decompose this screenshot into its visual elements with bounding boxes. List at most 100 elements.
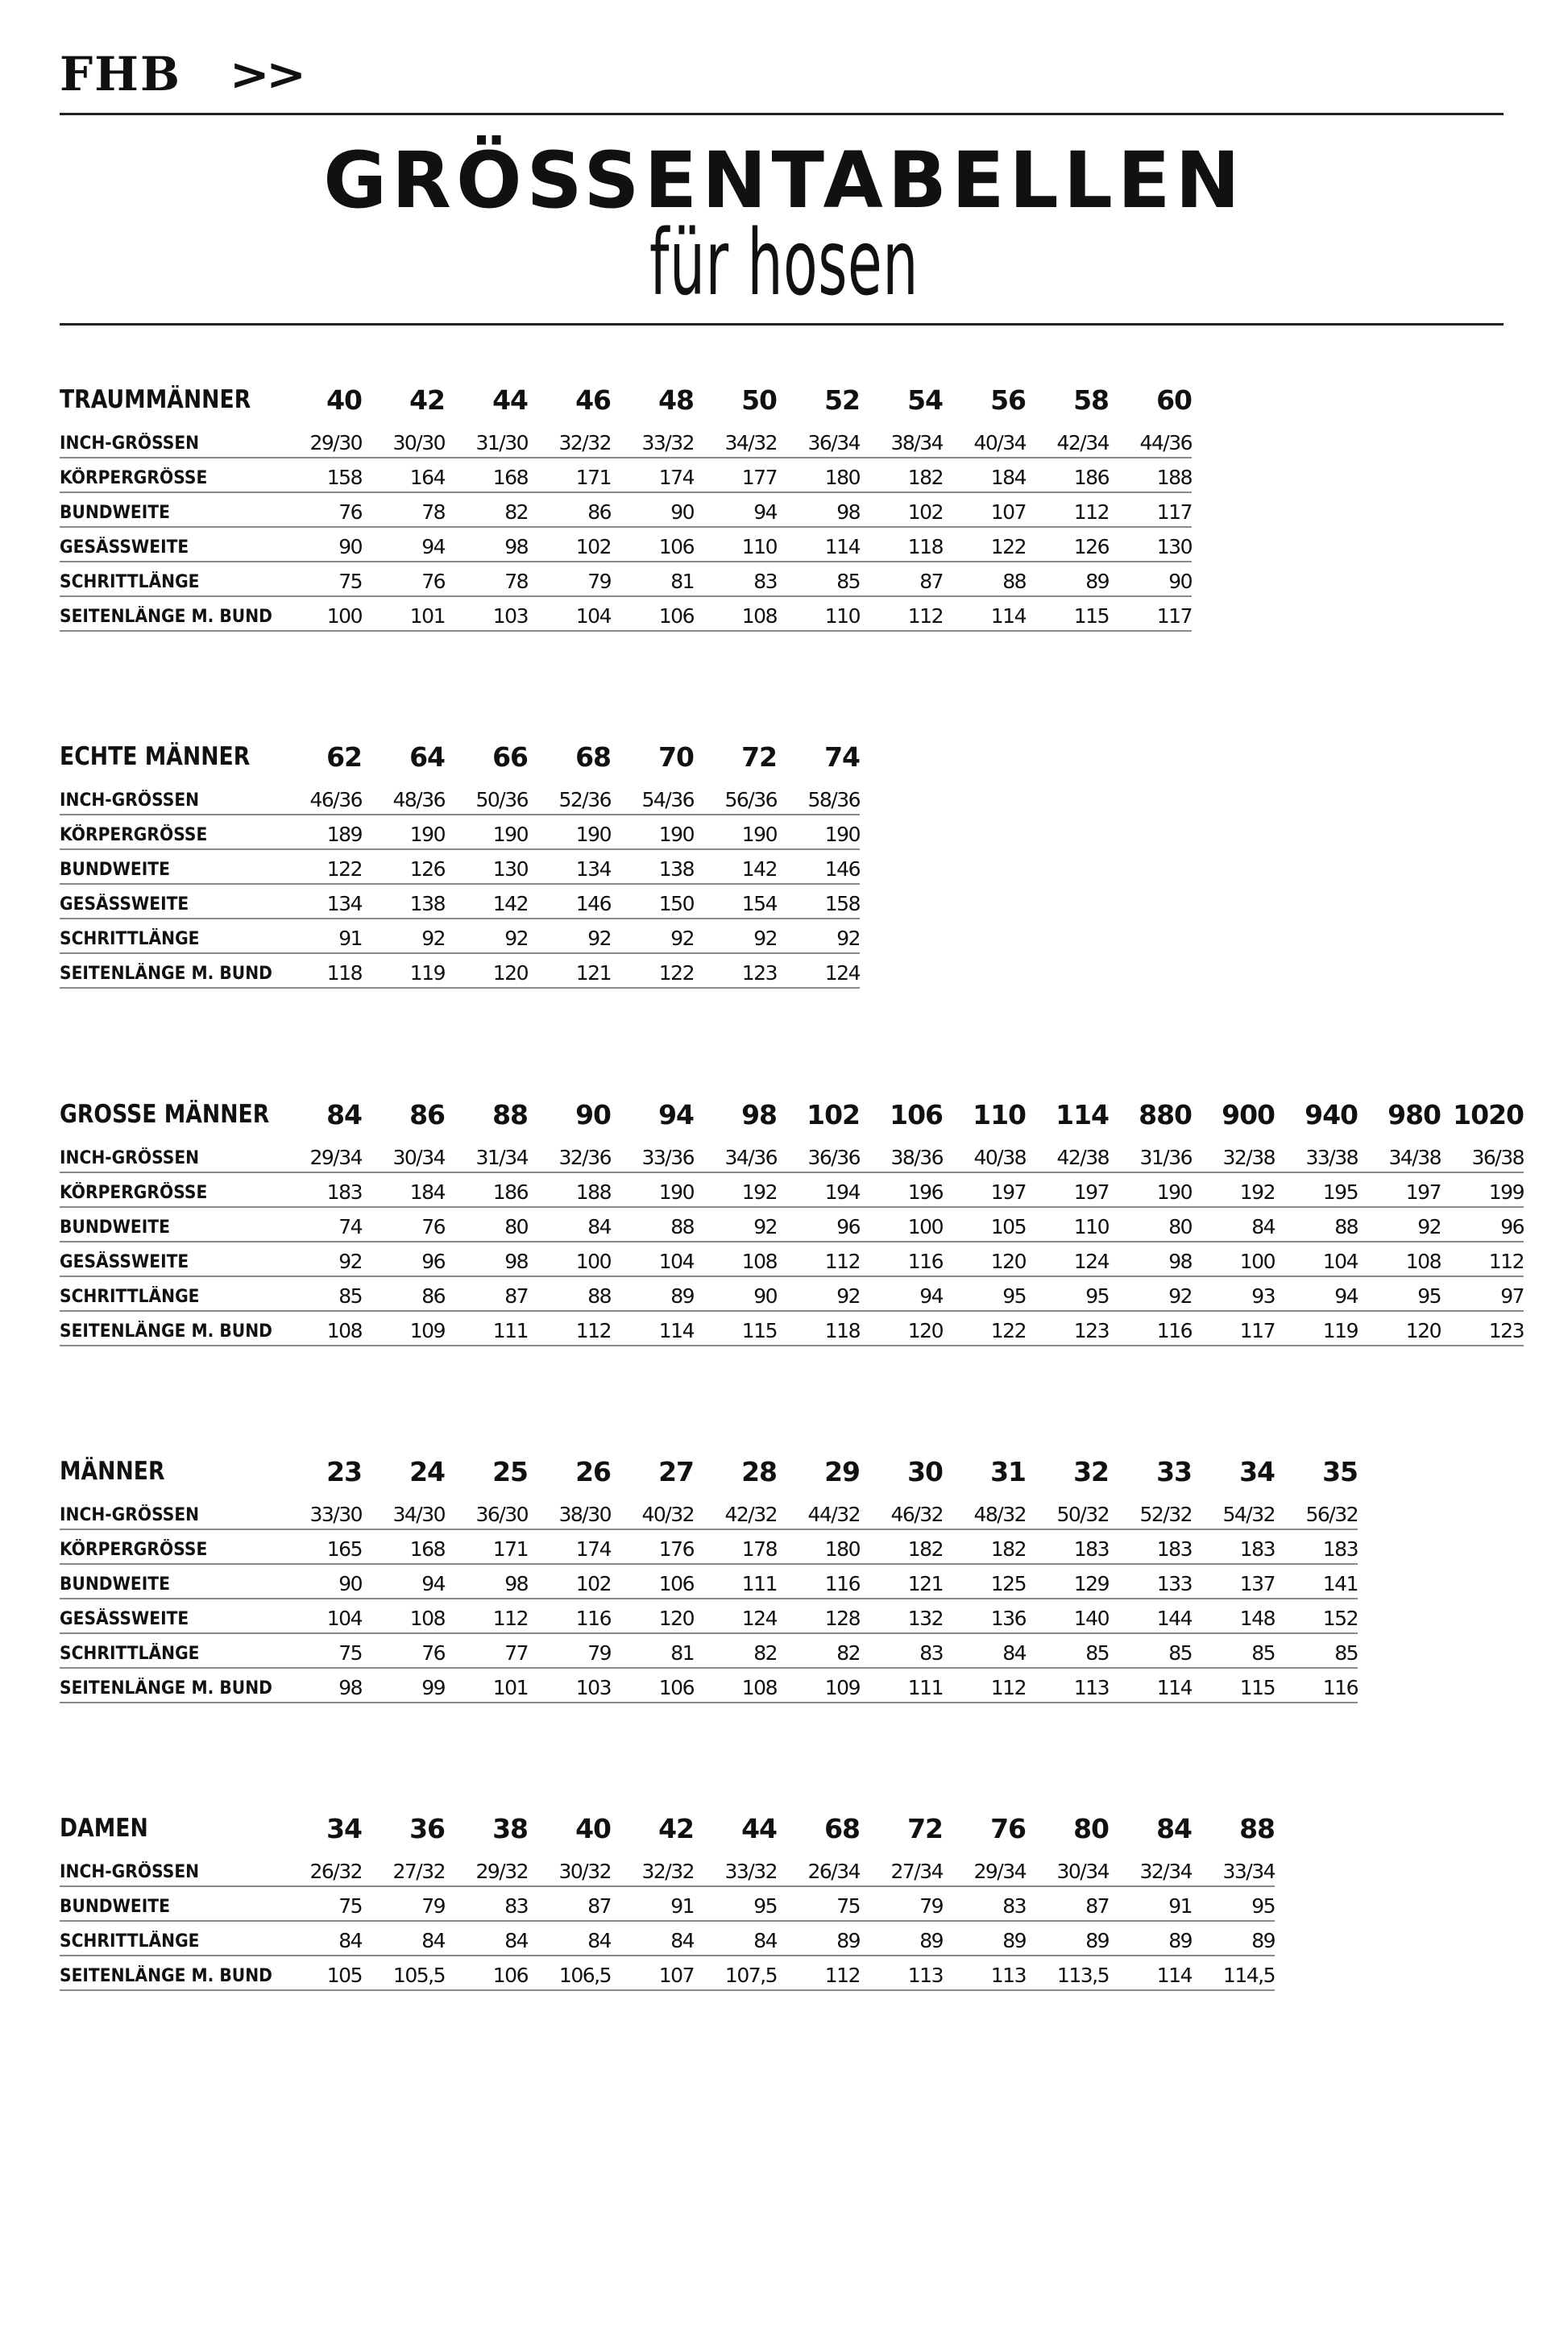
- table-cell: 82: [753, 1641, 778, 1665]
- table-cell: 87: [587, 1894, 612, 1918]
- table-row: SEITENLÄNGE M. BUND 98 99 101 103 106 108 109 11…: [60, 1669, 1359, 1703]
- table-cell: 110: [1073, 1215, 1110, 1238]
- brand-logo: FHB >>: [60, 47, 306, 102]
- size-header: 94: [658, 1098, 695, 1130]
- table-cell: 74: [338, 1215, 363, 1238]
- table-cell: 32/34: [1139, 1860, 1193, 1883]
- row-label: SCHRITTLÄNGE: [60, 572, 200, 592]
- table-cell: 183: [1239, 1537, 1276, 1561]
- table-cell: 36/30: [475, 1503, 529, 1526]
- table-cell: 124: [741, 1607, 778, 1630]
- table-cell: 183: [1156, 1537, 1193, 1561]
- table-cell: 123: [741, 961, 778, 985]
- table-row: INCH-GRÖSSEN 33/30 34/30 36/30 38/30 40/32 42/…: [60, 1495, 1359, 1530]
- table-cell: 91: [1168, 1894, 1193, 1918]
- table-cell: 79: [919, 1894, 944, 1918]
- table-cell: 92: [753, 1215, 778, 1238]
- table-cell: 87: [919, 570, 944, 593]
- table-cell: 84: [587, 1929, 612, 1952]
- table-row: BUNDWEITE 75 79 83 87 91 95 75 79 83 87 91 95: [60, 1887, 1276, 1922]
- table-cell: 75: [338, 570, 363, 593]
- table-cell: 108: [741, 604, 778, 628]
- size-header: 88: [1239, 1812, 1276, 1844]
- size-header: 50: [741, 384, 778, 416]
- size-header: 52: [824, 384, 861, 416]
- table-row: KÖRPERGRÖSSE 183 184 186 188 190 192 194 196 197 1…: [60, 1173, 1525, 1208]
- row-label: SEITENLÄNGE M. BUND: [60, 1678, 272, 1699]
- table-cell: 33/38: [1305, 1146, 1359, 1169]
- table-cell: 26/34: [807, 1860, 861, 1883]
- table-cell: 78: [504, 570, 529, 593]
- table-cell: 89: [836, 1929, 861, 1952]
- table-cell: 183: [1322, 1537, 1359, 1561]
- table-cell: 186: [492, 1180, 529, 1204]
- table-cell: 46/36: [309, 788, 363, 811]
- table-cell: 120: [492, 961, 529, 985]
- table-row: SEITENLÄNGE M. BUND 118 119 120 121 122 123 124: [60, 954, 861, 989]
- size-header: 84: [1156, 1812, 1193, 1844]
- table-cell: 180: [824, 1537, 861, 1561]
- size-table: TRAUMMÄNNER 40 42 44 46 48 50 52 54 56 58 60 INCH-GR…: [60, 379, 1193, 632]
- size-header: 27: [658, 1455, 695, 1487]
- table-cell: 104: [658, 1250, 695, 1273]
- table-cell: 95: [1085, 1284, 1110, 1308]
- table-cell: 134: [326, 892, 363, 915]
- table-cell: 27/32: [392, 1860, 446, 1883]
- size-header: 64: [409, 740, 446, 773]
- table-cell: 138: [409, 892, 446, 915]
- size-table: GROSSE MÄNNER 84 86 88 90 94 98 102 106 110 114 880…: [60, 1093, 1525, 1346]
- table-cell: 111: [741, 1572, 778, 1595]
- table-cell: 88: [1334, 1215, 1359, 1238]
- table-cell: 114: [1156, 1964, 1193, 1987]
- table-cell: 123: [1073, 1319, 1110, 1342]
- table-cell: 109: [824, 1676, 861, 1699]
- table-cell: 92: [836, 1284, 861, 1308]
- table-cell: 83: [1002, 1894, 1027, 1918]
- table-cell: 54/36: [641, 788, 695, 811]
- table-cell: 104: [1322, 1250, 1359, 1273]
- table-cell: 82: [836, 1641, 861, 1665]
- table-cell: 190: [575, 823, 612, 846]
- table-cell: 87: [1085, 1894, 1110, 1918]
- size-table: MÄNNER 23 24 25 26 27 28 29 30 31 32 33 34 35 INCH-GRÖ…: [60, 1450, 1359, 1703]
- table-cell: 80: [1168, 1215, 1193, 1238]
- size-header: 1020: [1453, 1098, 1524, 1130]
- table-cell: 33/30: [309, 1503, 363, 1526]
- table-cell: 197: [1073, 1180, 1110, 1204]
- table-cell: 108: [409, 1607, 446, 1630]
- size-header: 24: [409, 1455, 446, 1487]
- table-cell: 92: [670, 927, 695, 950]
- table-cell: 88: [587, 1284, 612, 1308]
- table-cell: 106: [492, 1964, 529, 1987]
- table-cell: 42/34: [1056, 431, 1110, 454]
- table-cell: 189: [326, 823, 363, 846]
- table-cell: 76: [421, 1641, 446, 1665]
- table-cell: 113: [990, 1964, 1027, 1987]
- table-cell: 100: [907, 1215, 944, 1238]
- table-cell: 180: [824, 466, 861, 489]
- row-label: GESÄSSWEITE: [60, 1252, 189, 1272]
- size-header: 46: [575, 384, 612, 416]
- table-cell: 190: [658, 1180, 695, 1204]
- table-cell: 96: [1500, 1215, 1524, 1238]
- table-cell: 95: [753, 1894, 778, 1918]
- table-header-row: GROSSE MÄNNER 84 86 88 90 94 98 102 106 110 114 880…: [60, 1093, 1524, 1135]
- table-cell: 90: [1168, 570, 1193, 593]
- size-header: 23: [326, 1455, 363, 1487]
- table-cell: 120: [1405, 1319, 1442, 1342]
- table-cell: 94: [919, 1284, 944, 1308]
- size-header: 31: [990, 1455, 1027, 1487]
- table-cell: 112: [1488, 1250, 1525, 1273]
- size-header: 26: [575, 1455, 612, 1487]
- table-cell: 85: [1251, 1641, 1276, 1665]
- table-cell: 29/34: [973, 1860, 1027, 1883]
- table-cell: 95: [1251, 1894, 1276, 1918]
- size-header: 110: [973, 1098, 1027, 1130]
- row-label: BUNDWEITE: [60, 1574, 170, 1595]
- table-cell: 182: [990, 1537, 1027, 1561]
- table-cell: 89: [670, 1284, 695, 1308]
- table-cell: 106: [658, 535, 695, 558]
- table-cell: 93: [1251, 1284, 1276, 1308]
- table-cell: 75: [836, 1894, 861, 1918]
- size-header: 76: [990, 1812, 1027, 1844]
